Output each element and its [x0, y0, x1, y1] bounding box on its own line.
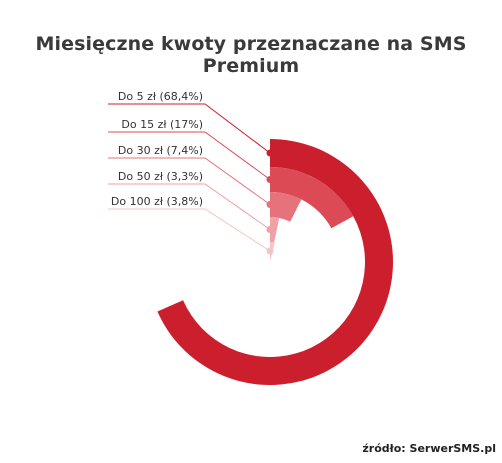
leader-line-5 [108, 208, 271, 252]
series-label-2: Do 15 zł (17%) [121, 118, 203, 131]
leader-line-3 [108, 157, 271, 205]
bar-4 [270, 217, 280, 243]
labels-group: Do 5 zł (68,4%) Do 15 zł (17%) Do 30 zł (7… [111, 90, 203, 208]
leader-line-1 [108, 103, 271, 154]
leader-dot-3 [266, 201, 274, 208]
leader-dot-1 [266, 149, 274, 157]
bars-group [157, 139, 393, 385]
leader-dot-5 [266, 247, 274, 255]
source-note: źródło: SerwerSMS.pl [362, 442, 496, 455]
leader-line-2 [108, 131, 271, 180]
leader-line-4 [108, 183, 271, 230]
bar-3 [270, 192, 302, 222]
leader-dot-2 [266, 176, 274, 183]
series-label-3: Do 30 zł (7,4%) [118, 144, 203, 157]
leader-lines-group [108, 103, 274, 255]
series-label-5: Do 100 zł (3,8%) [111, 195, 203, 208]
bar-2 [270, 167, 354, 229]
chart-title: Miesięczne kwoty przeznaczane na SMS Pre… [35, 33, 467, 77]
series-label-4: Do 50 zł (3,3%) [118, 170, 203, 183]
leader-dot-4 [266, 226, 274, 233]
series-label-1: Do 5 zł (68,4%) [118, 90, 203, 103]
